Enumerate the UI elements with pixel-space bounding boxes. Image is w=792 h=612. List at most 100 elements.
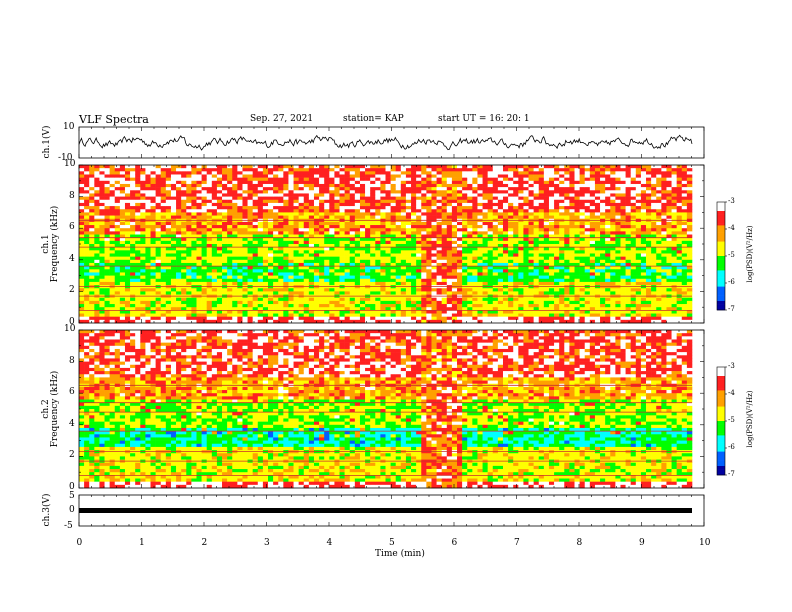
spectrogram-cell	[375, 269, 381, 273]
spectrogram-cell	[487, 253, 494, 257]
spectrogram-cell	[548, 259, 555, 264]
spectrogram-cell	[283, 262, 289, 267]
spectrogram-cell	[538, 250, 545, 254]
spectrogram-cell	[548, 297, 555, 302]
spectrogram-cell	[538, 221, 545, 226]
spectrogram-cell	[533, 196, 540, 201]
spectrogram-cell	[160, 177, 167, 182]
spectrogram-cell	[160, 281, 167, 286]
spectrogram-cell	[191, 262, 197, 267]
spectrogram-cell	[206, 300, 213, 305]
spectrogram-cell	[436, 209, 442, 213]
spectrogram-cell	[298, 291, 305, 295]
spectrogram-cell	[349, 168, 356, 172]
spectrogram-cell	[436, 256, 442, 261]
spectrogram-cell	[334, 319, 340, 324]
spectrogram-cell	[502, 253, 509, 257]
spectrogram-cell	[303, 187, 310, 191]
spectrogram-cell	[176, 225, 182, 229]
spectrogram-cell	[354, 291, 361, 295]
spectrogram-cell	[482, 310, 488, 314]
spectrogram-cell	[186, 165, 192, 169]
spectrogram-cell	[262, 288, 269, 292]
spectrogram-cell	[548, 225, 555, 229]
spectrogram-cell	[268, 244, 274, 248]
spectrogram-cell	[574, 313, 580, 317]
spectrogram-cell	[211, 304, 218, 308]
spectrogram-cell	[104, 240, 110, 245]
spectrogram-cell	[99, 221, 105, 226]
spectrogram-cell	[518, 212, 524, 216]
spectrogram-cell	[283, 209, 289, 213]
spectrogram-cell	[334, 272, 340, 276]
spectrogram-cell	[262, 193, 269, 197]
spectrogram-cell	[140, 225, 146, 229]
spectrogram-cell	[211, 313, 218, 317]
spectrogram-cell	[574, 256, 580, 261]
spectrogram-cell	[124, 288, 131, 292]
spectrogram-cell	[574, 281, 580, 286]
spectrogram-cell	[502, 316, 509, 321]
spectrogram-cell	[130, 266, 136, 270]
spectrogram-cell	[385, 202, 391, 207]
spectrogram-cell	[574, 300, 580, 305]
spectrogram-cell	[518, 304, 524, 308]
spectrogram-cell	[160, 168, 167, 172]
spectrogram-cell	[114, 256, 121, 261]
spectrogram-cell	[365, 177, 371, 182]
spectrogram-cell	[431, 313, 437, 317]
spectrogram-cell	[165, 199, 172, 204]
spectrogram-cell	[416, 304, 422, 308]
spectrogram-cell	[359, 262, 366, 267]
spectrogram-cell	[155, 199, 162, 204]
spectrogram-cell	[298, 165, 305, 169]
spectrogram-cell	[257, 187, 264, 191]
spectrogram-cell	[329, 183, 335, 188]
spectrogram-cell	[165, 206, 172, 210]
spectrogram-cell	[436, 190, 442, 194]
spectrogram-cell	[482, 288, 488, 292]
spectrogram-cell	[155, 259, 162, 264]
spectrogram-cell	[344, 221, 351, 226]
spectrogram-cell	[242, 228, 248, 232]
spectrogram-cell	[344, 215, 351, 220]
spectrogram-cell	[135, 304, 141, 308]
spectrogram-cell	[186, 202, 192, 207]
spectrogram-cell	[298, 225, 305, 229]
spectrogram-cell	[579, 291, 586, 295]
spectrogram-cell	[155, 262, 162, 267]
spectrogram-cell	[227, 209, 233, 213]
spectrogram-cell	[160, 196, 167, 201]
spectrogram-cell	[518, 259, 524, 264]
spectrogram-cell	[288, 319, 294, 324]
spectrogram-cell	[79, 262, 85, 267]
spectrogram-cell	[528, 225, 534, 229]
spectrogram-cell	[329, 250, 335, 254]
spectrogram-cell	[554, 310, 560, 314]
spectrogram-cell	[150, 221, 156, 226]
spectrogram-cell	[528, 259, 534, 264]
spectrogram-cell	[400, 304, 407, 308]
spectrogram-cell	[334, 183, 340, 188]
spectrogram-cell	[574, 215, 580, 220]
spectrogram-cell	[390, 244, 397, 248]
spectrogram-cell	[405, 269, 412, 273]
spectrogram-cell	[472, 256, 478, 261]
spectrogram-cell	[492, 253, 499, 257]
spectrogram-cell	[89, 307, 95, 311]
spectrogram-cell	[278, 266, 284, 270]
spectrogram-cell	[472, 278, 478, 283]
spectrogram-cell	[232, 199, 238, 204]
spectrogram-cell	[160, 313, 167, 317]
spectrogram-cell	[196, 177, 202, 182]
spectrogram-cell	[257, 266, 264, 270]
spectrogram-cell	[543, 237, 550, 242]
spectrogram-cell	[518, 319, 524, 324]
spectrogram-cell	[502, 180, 509, 185]
spectrogram-cell	[176, 221, 182, 226]
spectrogram-cell	[89, 231, 95, 235]
spectrogram-cell	[441, 199, 448, 204]
spectrogram-cell	[278, 183, 284, 188]
spectrogram-cell	[559, 228, 565, 232]
spectrogram-cell	[140, 297, 146, 302]
